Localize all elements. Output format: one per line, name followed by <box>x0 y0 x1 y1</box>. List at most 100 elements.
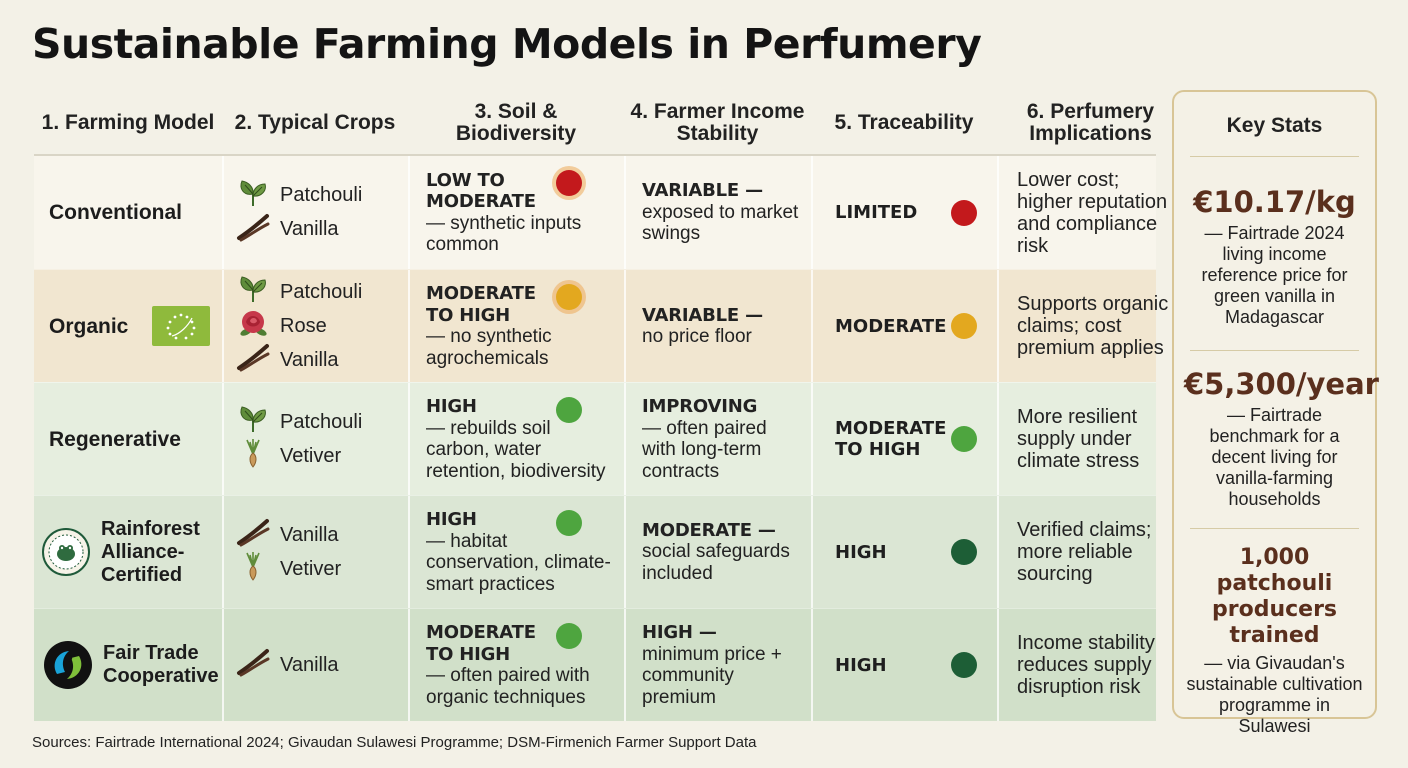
key-stats-panel: Key Stats €10.17/kg — Fairtrade 2024 liv… <box>1172 90 1379 736</box>
income-rating: VARIABLE — <box>642 180 763 202</box>
traceability-rating: HIGH <box>835 654 887 676</box>
crop-item: Vetiver <box>236 439 342 470</box>
patchouli-icon <box>236 404 270 440</box>
traceability-dot <box>951 199 977 226</box>
income-description: — often paired with long-term contracts <box>642 417 767 482</box>
income-description: exposed to market swings <box>642 201 799 245</box>
cell-perfumery-implications: Supports organic claims; cost premium ap… <box>997 270 1184 382</box>
crop-name: Vanilla <box>280 218 339 240</box>
header-income-stability: 4. Farmer Income Stability <box>630 100 805 145</box>
income-description: minimum price + community premium <box>642 643 782 708</box>
cell-perfumery-implications: Income stability reduces supply disrupti… <box>997 609 1184 721</box>
vanilla-icon <box>236 517 270 553</box>
header-farming-model: 1. Farming Model <box>41 111 215 134</box>
table-row: Conventional Patchouli Vanilla LOW TO MODER… <box>34 156 1167 269</box>
table-row: Fair Trade Cooperative Vanilla MODERATE TO… <box>34 608 1156 721</box>
cell-soil-biodiversity: MODERATE TO HIGH — often paired with orga… <box>408 609 624 721</box>
vetiver-icon <box>236 551 270 587</box>
soil-rating: HIGH <box>426 509 477 530</box>
stat-value: 1,000 patchouli producers trained <box>1211 545 1338 648</box>
fairtrade-logo-icon <box>44 641 92 689</box>
crop-item: Vanilla <box>236 519 339 549</box>
cell-traceability: LIMITED <box>811 156 997 269</box>
farming-models-table: 1. Farming Model 2. Typical Crops 3. Soi… <box>34 92 1168 721</box>
header-soil-biodiversity: 3. Soil & Biodiversity <box>455 100 577 145</box>
cell-income-stability: IMPROVING — often paired with long-term c… <box>624 383 811 495</box>
soil-description: — no synthetic agrochemicals <box>426 326 552 369</box>
cell-farming-model: Regenerative <box>34 383 222 495</box>
soil-description: — often paired with organic techniques <box>426 665 590 708</box>
patchouli-icon <box>236 178 270 214</box>
crop-item: Patchouli <box>236 179 363 210</box>
model-name: Fair Trade Cooperative <box>103 642 219 687</box>
crop-item: Rose <box>236 311 327 340</box>
crop-item: Vanilla <box>236 344 339 374</box>
patchouli-icon <box>236 274 270 310</box>
page-title: Sustainable Farming Models in Perfumery <box>32 20 982 68</box>
soil-rating: MODERATE TO HIGH <box>426 622 536 665</box>
divider <box>1190 156 1359 157</box>
rose-icon <box>236 308 270 344</box>
soil-description: — habitat conservation, climate-smart pr… <box>426 530 611 595</box>
income-rating: HIGH — <box>642 622 717 643</box>
header-typical-crops: 2. Typical Crops <box>234 111 396 134</box>
crop-name: Patchouli <box>280 280 363 303</box>
cell-farming-model: Fair Trade Cooperative <box>34 609 222 721</box>
crop-name: Vanilla <box>280 348 339 371</box>
cell-farming-model: Rainforest Alliance-Certified <box>34 496 222 608</box>
vanilla-icon <box>236 647 270 683</box>
crop-item: Patchouli <box>236 406 362 436</box>
model-name: Conventional <box>49 201 183 224</box>
table-row: Organic Patchouli Rose Vanilla MODERATE TO H… <box>34 269 1168 382</box>
cell-traceability: HIGH <box>811 496 997 608</box>
traceability-dot <box>951 652 977 678</box>
cell-farming-model: Conventional <box>34 156 222 269</box>
implications-text: Income stability reduces supply disrupti… <box>1017 632 1155 698</box>
cell-typical-crops: Vanilla Vetiver <box>222 496 408 608</box>
sources-footnote: Sources: Fairtrade International 2024; G… <box>32 734 757 751</box>
cell-perfumery-implications: Lower cost; higher reputation and compli… <box>997 156 1184 269</box>
cell-typical-crops: Patchouli Rose Vanilla <box>222 270 408 382</box>
eu-organic-logo-icon <box>152 306 211 346</box>
cell-farming-model: Organic <box>34 270 222 382</box>
soil-description: — synthetic inputs common <box>426 212 582 256</box>
income-rating: IMPROVING <box>642 396 758 417</box>
cell-typical-crops: Vanilla <box>222 609 408 721</box>
cell-income-stability: VARIABLE — exposed to market swings <box>624 156 811 269</box>
stat-value: €10.17/kg <box>1193 185 1356 219</box>
cell-traceability: HIGH <box>811 609 997 721</box>
traceability-rating: MODERATE <box>835 315 947 337</box>
crop-name: Patchouli <box>280 184 363 206</box>
stat-item: €10.17/kg — Fairtrade 2024 living income… <box>1174 185 1375 328</box>
cell-traceability: MODERATE TO HIGH <box>811 383 997 495</box>
vanilla-icon <box>236 212 270 248</box>
income-rating: MODERATE — <box>642 519 776 541</box>
crop-name: Rose <box>280 314 327 337</box>
header-traceability: 5. Traceability <box>834 111 974 134</box>
stat-description: — Fairtrade 2024 living income reference… <box>1201 223 1348 327</box>
vetiver-icon <box>236 438 270 474</box>
soil-rating: LOW TO MODERATE <box>426 169 536 213</box>
table-header: 1. Farming Model 2. Typical Crops 3. Soi… <box>34 92 1156 156</box>
cell-typical-crops: Patchouli Vanilla <box>222 156 408 269</box>
cell-perfumery-implications: Verified claims; more reliable sourcing <box>997 496 1184 608</box>
traceability-dot <box>951 313 977 339</box>
soil-rating: HIGH <box>426 396 477 417</box>
crop-name: Vetiver <box>280 444 342 467</box>
cell-typical-crops: Patchouli Vetiver <box>222 383 408 495</box>
model-name: Rainforest Alliance-Certified <box>101 517 200 586</box>
cell-income-stability: VARIABLE — no price floor <box>624 270 811 382</box>
traceability-dot <box>951 539 977 565</box>
implications-text: Verified claims; more reliable sourcing <box>1017 519 1152 585</box>
income-description: social safeguards included <box>642 541 790 584</box>
cell-soil-biodiversity: HIGH — rebuilds soil carbon, water retent… <box>408 383 624 495</box>
cell-soil-biodiversity: HIGH — habitat conservation, climate-smar… <box>408 496 624 608</box>
soil-rating: MODERATE TO HIGH <box>426 283 536 326</box>
soil-rating-dot <box>556 510 582 536</box>
crop-item: Vanilla <box>236 649 339 679</box>
crop-item: Vetiver <box>236 552 341 583</box>
stat-value: €5,300/year <box>1184 367 1379 401</box>
cell-perfumery-implications: More resilient supply under climate stre… <box>997 383 1184 495</box>
soil-description: — rebuilds soil carbon, water retention,… <box>426 417 606 482</box>
table-row: Rainforest Alliance-Certified Vanilla Veti… <box>34 495 1156 608</box>
